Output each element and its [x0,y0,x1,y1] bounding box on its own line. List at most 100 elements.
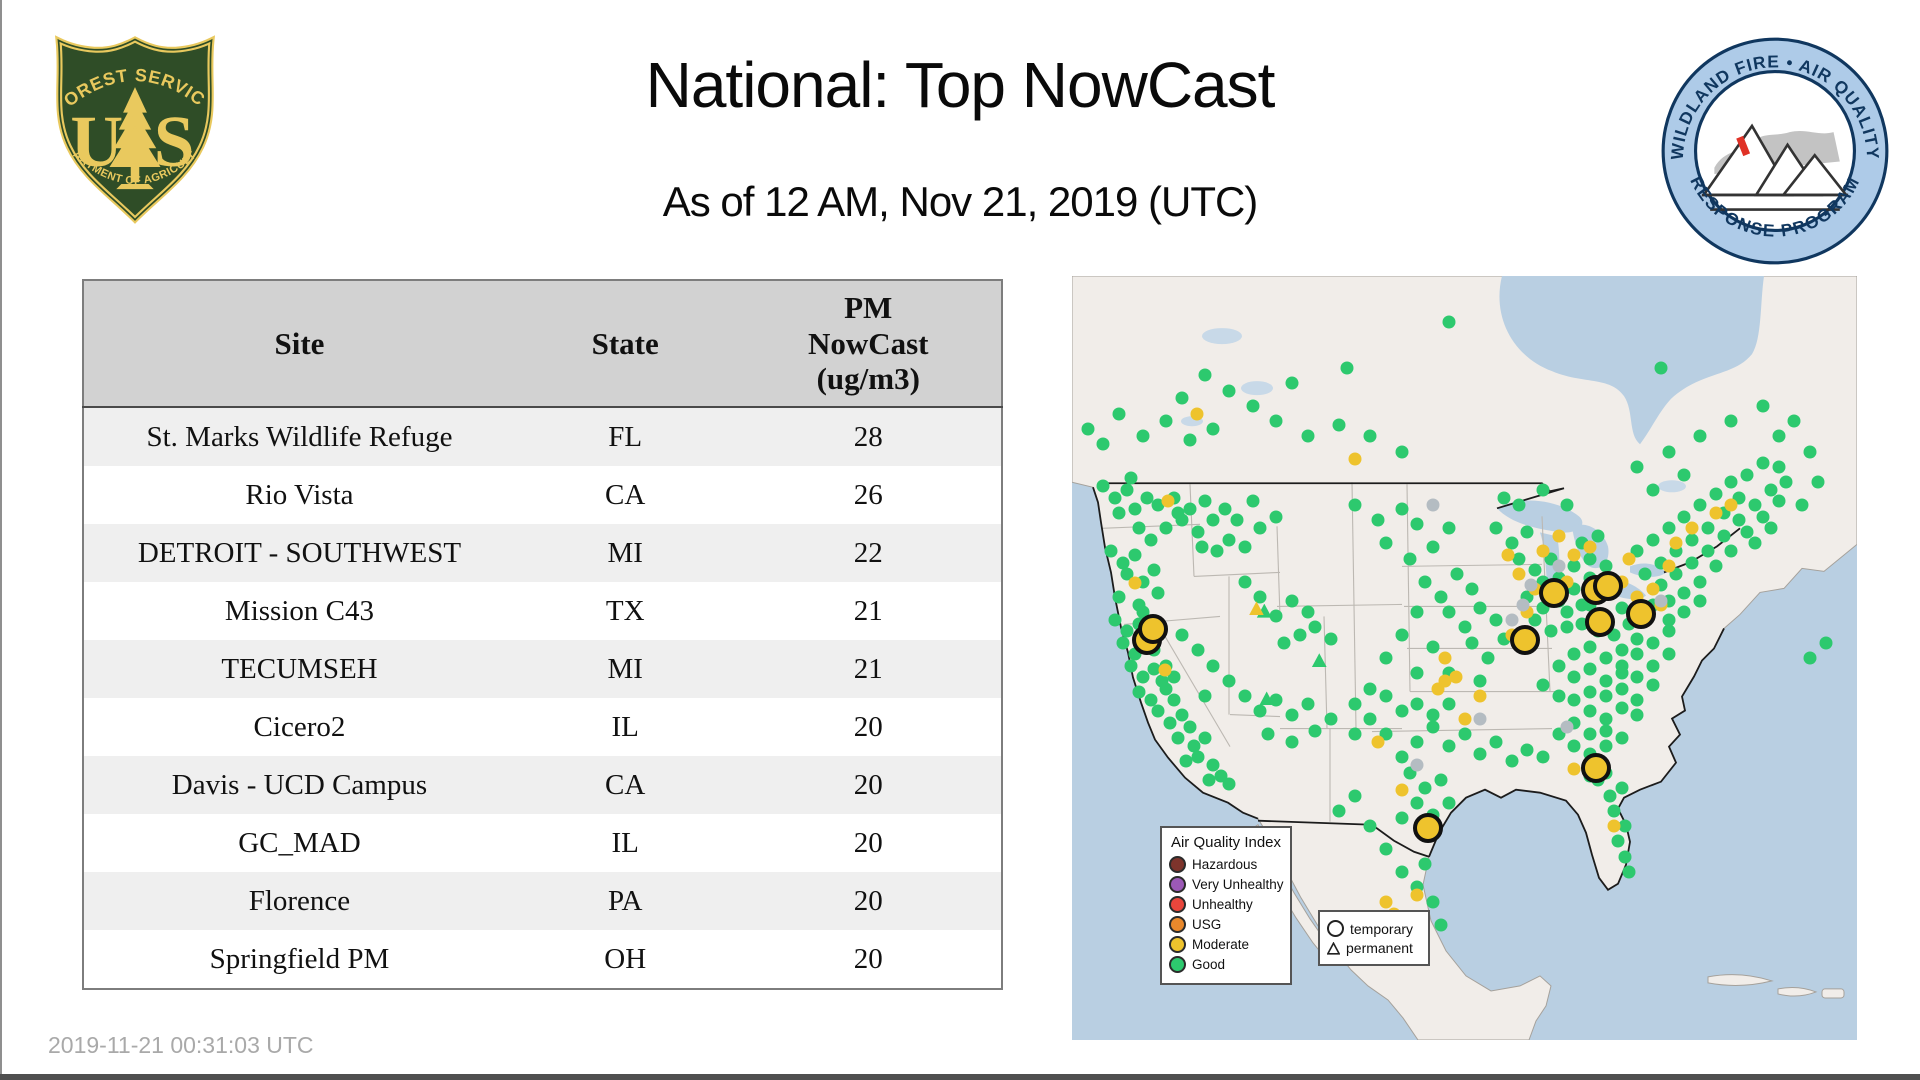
good-site-dot [1418,575,1432,589]
temporary-circle-icon [1327,920,1344,937]
table-row: Cicero2 IL 20 [83,698,1002,756]
good-site-dot [1803,445,1817,459]
good-site-dot [1560,605,1574,619]
good-site-dot [1603,789,1617,803]
pm-nowcast-cell: 20 [735,698,1002,756]
good-site-dot [1198,368,1212,382]
aqi-legend-label: USG [1192,917,1222,932]
pine-tree-icon [109,87,161,190]
table-row: DETROIT - SOUTHWEST MI 22 [83,524,1002,582]
good-site-dot [1465,636,1479,650]
good-site-dot [1772,494,1785,508]
good-site-dot [1395,704,1409,718]
good-site-dot [1724,414,1738,428]
unhealthy-swatch-icon [1169,896,1186,913]
good-site-dot [1363,712,1377,726]
map-markers [1072,276,1857,1040]
good-site-dot [1819,636,1833,650]
good-site-dot [1395,502,1409,516]
wfaqrp-logo-icon: WILDLAND FIRE • AIR QUALITY RESPONSE PRO… [1661,37,1889,265]
good-site-dot [1206,513,1220,527]
good-site-dot [1206,659,1220,673]
good-site-dot [1756,510,1770,524]
marker-type-label: permanent [1346,940,1413,956]
marker-type-legend: temporary permanent [1318,910,1430,966]
highlighted-site-marker [1585,607,1616,638]
good-site-dot [1120,483,1134,497]
good-site-dot [1709,487,1723,501]
good-site-dot [1285,708,1299,722]
moderate-site-dot [1552,529,1566,543]
good-site-dot [1599,674,1613,688]
page-subtitle: As of 12 AM, Nov 21, 2019 (UTC) [662,178,1259,225]
aqi-legend-item: Moderate [1169,936,1283,953]
good-site-dot [1159,682,1173,696]
good-site-dot [1410,697,1424,711]
table-row: Florence PA 20 [83,872,1002,930]
aqi-legend-title: Air Quality Index [1170,834,1282,851]
good-site-dot [1756,456,1770,470]
moderate-site-dot [1379,895,1393,909]
good-site-dot [1662,445,1676,459]
permanent-moderate-site-triangle [1248,601,1264,616]
good-site-dot [1618,819,1632,833]
highlighted-site-marker [1538,578,1569,609]
good-site-dot [1764,521,1778,535]
moderate-site-dot [1431,682,1445,696]
pm-nowcast-cell: 21 [735,640,1002,698]
good-site-dot [1410,517,1424,531]
good-site-dot [1238,540,1252,554]
good-site-dot [1218,502,1232,516]
good-site-dot [1795,498,1809,512]
highlighted-site-marker [1509,624,1540,655]
good-site-dot [1124,659,1138,673]
good-site-dot [1206,422,1220,436]
good-site-dot [1108,491,1122,505]
good-site-dot [1285,735,1299,749]
good-site-dot [1206,758,1220,772]
good-site-dot [1458,620,1471,634]
good-site-dot [1175,628,1189,642]
good-site-dot [1426,720,1440,734]
good-site-dot [1379,842,1393,856]
good-site-dot [1615,643,1628,657]
state-cell: IL [514,698,736,756]
good-site-dot [1308,724,1322,738]
good-site-dot [1081,422,1095,436]
good-site-dot [1144,693,1157,707]
good-site-dot [1183,433,1197,447]
good-site-dot [1709,559,1723,573]
column-header-site: Site [83,280,515,408]
marker-type-label: temporary [1350,920,1414,937]
good-site-dot [1473,674,1487,688]
good-site-dot [1116,636,1130,650]
inactive-site-dot [1560,720,1574,734]
good-site-dot [1630,632,1644,646]
good-site-dot [1104,544,1118,558]
moderate-site-dot [1371,735,1385,749]
svg-text:S: S [154,101,195,182]
good-site-dot [1677,586,1691,600]
good-site-dot [1693,575,1707,589]
aqi-legend-item: USG [1169,916,1283,933]
state-cell: TX [514,582,736,640]
moderate-site-dot [1438,651,1452,665]
good-site-dot [1512,498,1526,512]
good-site-dot [1458,727,1471,741]
good-site-dot [1426,708,1440,722]
page-title: National: Top NowCast [645,49,1276,121]
good-site-dot [1787,414,1801,428]
good-site-dot [1654,361,1668,375]
good-site-dot [1583,727,1597,741]
table-row: TECUMSEH MI 21 [83,640,1002,698]
moderate-site-dot [1449,670,1463,684]
good-site-dot [1198,731,1212,745]
good-site-dot [1222,777,1236,791]
permanent-triangle-icon [1327,941,1340,955]
good-site-dot [1120,624,1134,638]
good-site-dot [1611,834,1625,848]
good-site-dot [1222,674,1236,688]
good-site-dot [1246,494,1260,508]
inactive-site-dot [1654,594,1668,608]
good-site-dot [1324,712,1338,726]
